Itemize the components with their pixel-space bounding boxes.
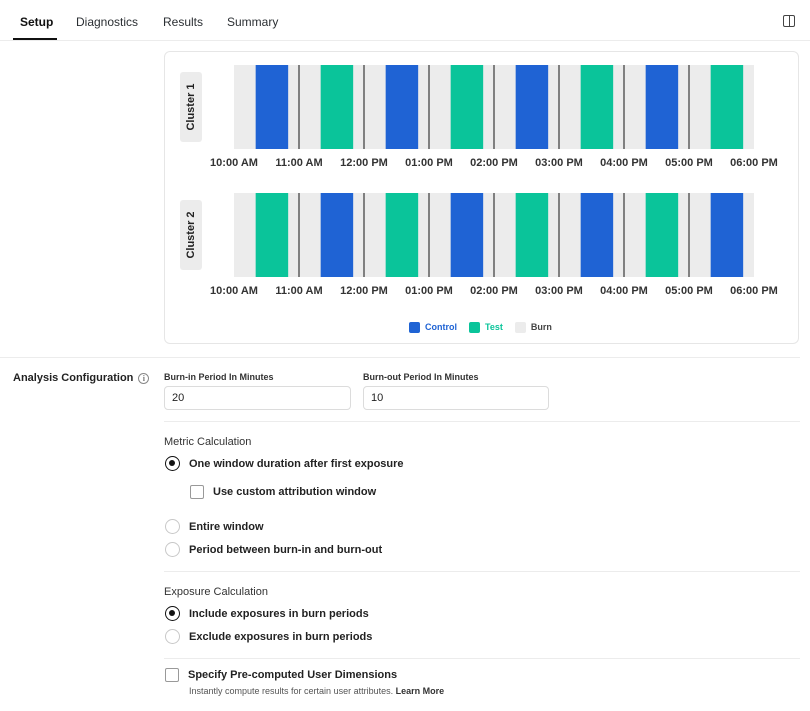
- analysis-config-label: Analysis Configuration i: [13, 372, 150, 384]
- timeline-svg: Cluster 1 10:00 AM 11:00 AM 12:00 PM 01:00 P…: [180, 65, 778, 297]
- x-tick-label: 04:00 PM: [600, 285, 648, 297]
- period-bar-test: [645, 193, 679, 277]
- x-tick-label: 03:00 PM: [535, 157, 583, 169]
- burn-out-label: Burn-out Period In Minutes: [363, 372, 479, 382]
- active-tab-indicator: [13, 38, 57, 40]
- x-tick-label: 01:00 PM: [405, 285, 453, 297]
- period-bar-test: [515, 193, 549, 277]
- radio-checked[interactable]: [165, 606, 180, 621]
- precomputed-checkbox[interactable]: [165, 668, 179, 682]
- exposure-calc-title: Exposure Calculation: [164, 586, 268, 598]
- metric-option-entire-window[interactable]: Entire window: [165, 519, 264, 534]
- burn-in-input[interactable]: [164, 386, 351, 410]
- x-tick-label: 11:00 AM: [275, 285, 322, 297]
- metric-option-label: Entire window: [189, 520, 264, 533]
- burn-in-label: Burn-in Period In Minutes: [164, 372, 274, 382]
- info-icon[interactable]: i: [138, 372, 150, 384]
- cluster-label-bg: [180, 72, 202, 142]
- x-tick-label: 02:00 PM: [470, 157, 518, 169]
- legend-label-control: Control: [425, 322, 457, 332]
- period-bar-control: [580, 193, 614, 277]
- period-bar-control: [255, 65, 289, 149]
- precomputed-help: Instantly compute results for certain us…: [189, 686, 444, 696]
- period-bar-control: [320, 193, 354, 277]
- x-tick-label: 05:00 PM: [665, 285, 713, 297]
- x-tick-label: 06:00 PM: [730, 285, 778, 297]
- period-bar-test: [255, 193, 289, 277]
- radio-checked[interactable]: [165, 456, 180, 471]
- x-tick-label: 10:00 AM: [210, 285, 258, 297]
- custom-attribution-label: Use custom attribution window: [213, 486, 377, 498]
- period-bar-test: [385, 193, 419, 277]
- legend-item-test: Test: [469, 321, 503, 333]
- exposure-option-include[interactable]: Include exposures in burn periods: [165, 606, 369, 621]
- legend-swatch-burn: [514, 321, 526, 333]
- cluster-label: Cluster 2: [185, 211, 197, 258]
- precomputed-help-text: Instantly compute results for certain us…: [189, 686, 394, 696]
- tab-bar: Setup Diagnostics Results Summary: [0, 0, 810, 41]
- period-bar-control: [645, 65, 679, 149]
- legend-item-burn: Burn: [514, 321, 552, 333]
- x-tick-label: 02:00 PM: [470, 285, 518, 297]
- legend-swatch-test: [469, 321, 480, 333]
- metric-calc-title: Metric Calculation: [164, 436, 252, 448]
- cluster-timeline-chart: Cluster 1 10:00 AM 11:00 AM 12:00 PM 01:00 P…: [164, 51, 799, 344]
- legend-item-control: Control: [409, 321, 457, 333]
- cluster-label: Cluster 1: [185, 83, 197, 130]
- x-tick-label: 06:00 PM: [730, 157, 778, 169]
- precomputed-checkbox-row[interactable]: Specify Pre-computed User Dimensions: [165, 668, 397, 682]
- exposure-option-label: Exclude exposures in burn periods: [189, 630, 373, 643]
- custom-attribution-checkbox[interactable]: [190, 485, 204, 499]
- exposure-divider: [164, 571, 800, 572]
- metric-option-one-window[interactable]: One window duration after first exposure: [165, 456, 404, 471]
- precomputed-label: Specify Pre-computed User Dimensions: [188, 669, 398, 681]
- exposure-option-exclude[interactable]: Exclude exposures in burn periods: [165, 629, 372, 644]
- burn-out-input[interactable]: [363, 386, 549, 410]
- x-tick-label: 01:00 PM: [405, 157, 453, 169]
- precomputed-divider: [164, 658, 800, 659]
- period-bar-test: [320, 65, 354, 149]
- legend-swatch-control: [409, 321, 420, 333]
- period-bar-control: [385, 65, 419, 149]
- period-bar-test: [450, 65, 484, 149]
- chart-legend: Control Test Burn: [409, 320, 564, 334]
- period-bar-control: [515, 65, 549, 149]
- x-tick-label: 05:00 PM: [665, 157, 713, 169]
- analysis-config-title: Analysis Configuration: [13, 372, 134, 384]
- tab-diagnostics[interactable]: Diagnostics: [76, 15, 139, 29]
- period-bar-test: [710, 65, 744, 149]
- metric-option-label: Period between burn-in and burn-out: [189, 543, 383, 556]
- custom-attribution-checkbox-row[interactable]: Use custom attribution window: [190, 485, 376, 499]
- learn-more-link[interactable]: Learn More: [395, 686, 445, 696]
- radio-unchecked[interactable]: [165, 629, 180, 644]
- tab-setup[interactable]: Setup: [20, 15, 54, 29]
- legend-label-burn: Burn: [530, 322, 552, 332]
- x-tick-label: 11:00 AM: [275, 157, 322, 169]
- radio-unchecked[interactable]: [165, 542, 180, 557]
- metric-option-label: One window duration after first exposure: [189, 457, 404, 470]
- panel-toggle-icon[interactable]: [783, 15, 795, 27]
- x-tick-label: 12:00 PM: [340, 157, 388, 169]
- legend-label-test: Test: [485, 322, 503, 332]
- period-bar-control: [450, 193, 484, 277]
- tab-summary[interactable]: Summary: [227, 15, 279, 29]
- metric-divider: [164, 421, 800, 422]
- x-tick-label: 04:00 PM: [600, 157, 648, 169]
- x-tick-label: 10:00 AM: [210, 157, 258, 169]
- tab-results[interactable]: Results: [163, 15, 204, 29]
- exposure-option-label: Include exposures in burn periods: [189, 607, 369, 620]
- radio-unchecked[interactable]: [165, 519, 180, 534]
- cluster-label-bg: [180, 200, 202, 270]
- period-bar-control: [710, 193, 744, 277]
- metric-option-burn-period[interactable]: Period between burn-in and burn-out: [165, 542, 382, 557]
- x-tick-label: 03:00 PM: [535, 285, 583, 297]
- period-bar-test: [580, 65, 614, 149]
- section-divider: [0, 357, 800, 358]
- x-tick-label: 12:00 PM: [340, 285, 388, 297]
